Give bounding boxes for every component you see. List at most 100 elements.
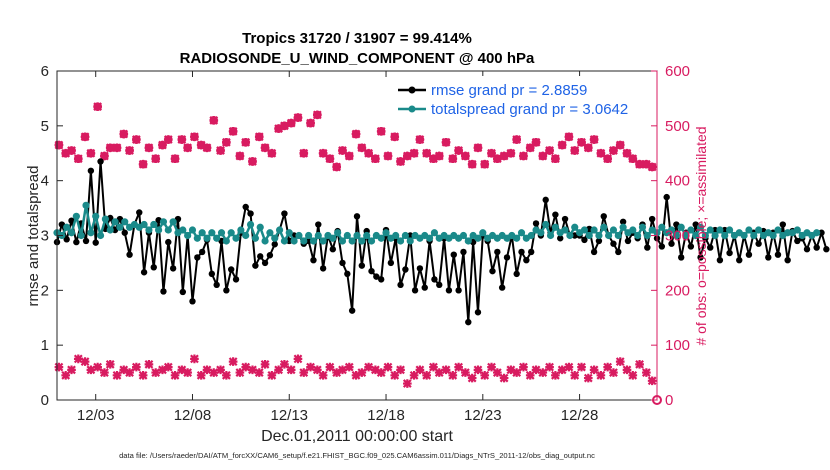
x-tick-label: 12/28 <box>561 407 599 424</box>
totalspread-point <box>813 229 821 237</box>
obs-assimilated-marker <box>170 370 180 380</box>
totalspread-point <box>793 226 801 234</box>
totalspread-point <box>348 237 356 245</box>
totalspread-point <box>208 229 216 237</box>
totalspread-point <box>479 229 487 237</box>
rmse-point <box>610 240 617 247</box>
obs-assimilated-upper-marker <box>647 162 657 172</box>
rmse-point <box>711 226 719 234</box>
obs-assimilated-upper-marker <box>583 143 593 153</box>
totalspread-point <box>711 231 719 240</box>
chart-subtitle: RADIOSONDE_U_WIND_COMPONENT @ 400 hPa <box>180 50 535 67</box>
obs-assimilated-marker <box>622 365 632 375</box>
obs-assimilated-marker <box>119 365 129 375</box>
totalspread-point <box>338 237 347 245</box>
obs-assimilated-marker <box>441 365 451 375</box>
obs-assimilated-marker <box>54 362 64 372</box>
obs-assimilated-marker <box>151 368 161 377</box>
x-tick-label: 12/23 <box>464 407 502 424</box>
obs-assimilated-upper-marker <box>190 132 199 142</box>
obs-assimilated-marker <box>312 365 322 375</box>
obs-assimilated-marker <box>267 370 277 380</box>
obs-assimilated-marker <box>357 368 367 377</box>
obs-assimilated-upper-marker <box>564 132 574 142</box>
rmse-point <box>315 221 322 228</box>
totalspread-point <box>334 229 342 237</box>
obs-assimilated-marker <box>260 359 270 369</box>
totalspread-point <box>319 237 327 245</box>
totalspread-point <box>629 226 637 234</box>
totalspread-point <box>266 229 274 237</box>
obs-assimilated-upper-marker <box>241 137 251 147</box>
totalspread-point <box>401 231 409 240</box>
y-right-tick-label: 200 <box>665 282 690 299</box>
rmse-point <box>590 248 598 256</box>
obs-assimilated-upper-marker <box>487 148 496 158</box>
obs-assimilated-marker <box>506 365 516 375</box>
obs-assimilated-marker <box>163 362 173 372</box>
totalspread-point <box>672 231 680 240</box>
obs-assimilated-marker <box>396 365 405 375</box>
rmse-point <box>668 240 675 247</box>
obs-assimilated-upper-marker <box>338 146 347 155</box>
obs-assimilated-marker <box>512 368 522 377</box>
obs-assimilated-upper-marker <box>376 126 386 136</box>
y-axis-right-label: # of obs: o=possible; ×=assimilated <box>693 126 709 345</box>
obs-assimilated-upper-marker <box>138 159 148 169</box>
obs-assimilated-marker <box>487 362 496 372</box>
totalspread-point <box>382 229 390 237</box>
rmse-point <box>140 269 148 276</box>
totalspread-point <box>561 226 569 234</box>
obs-assimilated-upper-marker <box>144 143 154 153</box>
obs-assimilated-upper-marker <box>390 132 400 142</box>
obs-assimilated-marker <box>235 368 245 377</box>
obs-assimilated-upper-marker <box>73 154 83 164</box>
legend-spread-label: totalspread grand pr = 3.0642 <box>431 101 628 118</box>
rmse-point <box>368 267 375 275</box>
obs-assimilated-marker <box>434 368 444 377</box>
obs-assimilated-upper-marker <box>100 151 109 161</box>
totalspread-point <box>546 231 555 240</box>
totalspread-point <box>363 231 371 240</box>
rmse-point <box>416 265 424 272</box>
totalspread-point <box>638 223 647 231</box>
rmse-point <box>223 287 230 294</box>
rmse-point <box>784 256 791 264</box>
rmse-point <box>803 246 811 253</box>
totalspread-point <box>721 231 729 240</box>
obs-assimilated-upper-marker <box>589 135 599 144</box>
obs-assimilated-marker <box>190 354 199 364</box>
obs-assimilated-marker <box>577 362 586 372</box>
obs-assimilated-marker <box>467 373 477 383</box>
rmse-point <box>527 248 535 256</box>
totalspread-point <box>358 237 366 245</box>
obs-assimilated-marker <box>221 370 231 380</box>
obs-assimilated-marker <box>73 354 83 364</box>
totalspread-point <box>164 226 172 234</box>
rmse-point <box>63 236 70 243</box>
rmse-point <box>663 193 670 201</box>
obs-assimilated-upper-marker <box>67 146 76 155</box>
obs-assimilated-marker <box>228 357 238 366</box>
rmse-point <box>68 217 75 224</box>
obs-assimilated-upper-marker <box>641 159 651 169</box>
obs-assimilated-marker <box>473 365 483 375</box>
obs-assimilated-upper-marker <box>306 118 315 128</box>
obs-assimilated-upper-marker <box>577 137 586 147</box>
totalspread-point <box>658 223 666 231</box>
totalspread-point <box>377 234 385 242</box>
obs-assimilated-marker <box>609 368 618 377</box>
rmse-point <box>373 273 380 280</box>
rmse-point <box>823 246 830 253</box>
obs-assimilated-upper-marker <box>119 129 129 139</box>
obs-assimilated-marker <box>402 379 412 388</box>
obs-assimilated-marker <box>557 365 567 375</box>
obs-assimilated-upper-marker <box>332 162 342 172</box>
obs-assimilated-upper-marker <box>312 110 322 120</box>
totalspread-point <box>687 226 695 234</box>
rmse-point <box>136 209 143 216</box>
rmse-point <box>436 281 443 289</box>
obs-assimilated-upper-marker <box>151 154 161 164</box>
totalspread-point <box>188 226 197 234</box>
obs-assimilated-marker <box>390 370 400 380</box>
